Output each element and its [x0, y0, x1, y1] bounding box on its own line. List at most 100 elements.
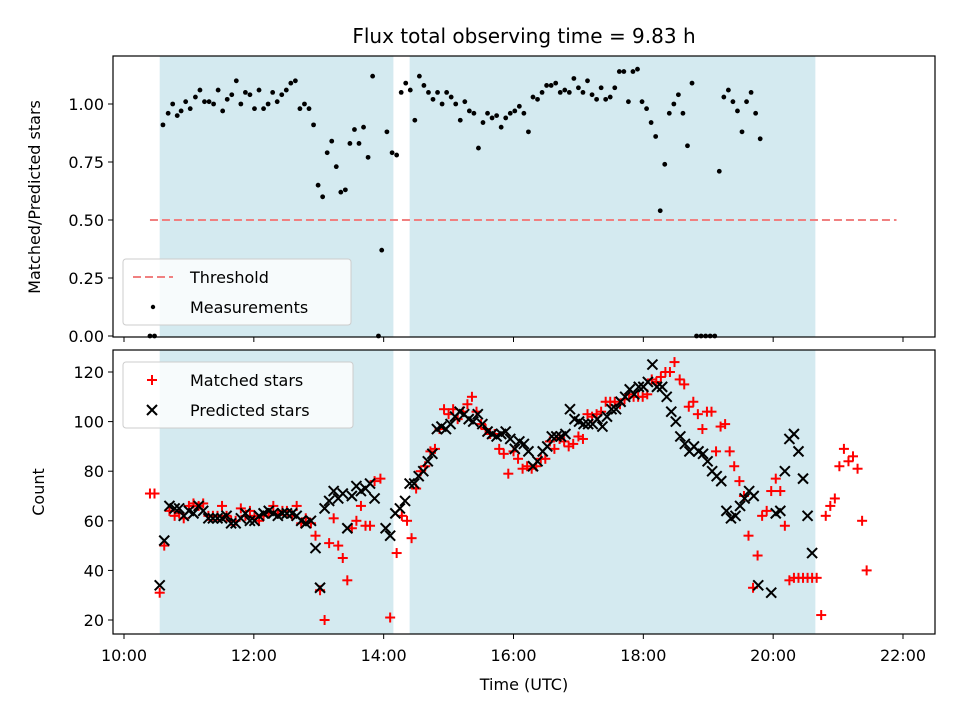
matched-point: [775, 486, 786, 497]
measurement-point: [256, 87, 262, 93]
x-tick-label: 16:00: [490, 646, 536, 665]
measurement-point: [680, 110, 686, 116]
predicted-point: [541, 440, 553, 453]
matched-point: [439, 404, 450, 415]
predicted-point: [309, 542, 322, 554]
predicted-point: [276, 507, 289, 520]
measurement-point: [315, 182, 321, 188]
measurement-point: [183, 99, 189, 105]
predicted-point: [364, 477, 376, 490]
measurement-point: [689, 80, 695, 86]
measurement-point: [476, 145, 481, 151]
measurement-point: [187, 106, 193, 112]
matched-point: [825, 500, 836, 511]
predicted-point: [384, 529, 396, 542]
predicted-point: [546, 430, 558, 443]
matched-point: [861, 565, 872, 576]
top-legend-box: [122, 258, 352, 326]
matched-point: [697, 424, 708, 435]
measurement-point: [202, 99, 207, 105]
matched-point: [711, 446, 722, 457]
measurement-point: [220, 108, 226, 114]
measurement-point: [539, 90, 545, 95]
matched-point: [811, 572, 822, 583]
predicted-point: [734, 500, 746, 512]
predicted-point: [394, 502, 406, 515]
measurement-point: [671, 101, 677, 107]
x-tick-label: 20:00: [750, 646, 796, 665]
measurement-point: [503, 115, 509, 121]
measurement-point: [270, 90, 276, 95]
chart-title: Flux total observing time = 9.83 h: [352, 24, 695, 48]
measurement-point: [197, 87, 203, 93]
predicted-point: [408, 477, 420, 490]
bottom-axes-frame: [112, 349, 936, 635]
top-legend: Threshold Measurements: [122, 258, 352, 326]
matched-point: [498, 448, 509, 459]
predicted-point: [158, 534, 170, 547]
matched-point: [829, 493, 840, 504]
matched-point: [766, 486, 777, 497]
bottom-x-axis-label: Time (UTC): [479, 675, 568, 694]
predicted-point: [605, 403, 618, 415]
measurement-point: [498, 124, 504, 130]
measurement-point: [398, 90, 404, 95]
measurement-point: [730, 99, 736, 105]
measurement-point: [626, 99, 631, 105]
matched-point: [355, 500, 366, 511]
predicted-point: [323, 495, 335, 507]
predicted-point: [509, 443, 521, 455]
measurement-point: [735, 108, 740, 114]
measurement-point: [206, 99, 212, 105]
measurement-point: [288, 80, 294, 86]
measurements-legend-label: Measurements: [190, 298, 308, 317]
measurement-point: [666, 110, 672, 116]
measurement-point: [675, 92, 681, 98]
matched-point: [324, 538, 335, 549]
measurement-point: [444, 90, 450, 95]
matched-point: [577, 433, 588, 444]
measurement-point: [430, 96, 436, 102]
measurement-point: [466, 108, 472, 114]
measurement-point: [612, 85, 618, 91]
bottom-y-ticks: 20 40 60 80 100 120: [73, 363, 113, 630]
measurement-point: [530, 94, 536, 100]
predicted-point: [305, 515, 317, 527]
matched-point: [688, 396, 699, 407]
predicted-point: [779, 465, 791, 477]
predicted-point: [220, 510, 233, 522]
measurement-point: [283, 87, 289, 93]
measurement-point: [739, 129, 745, 135]
measurement-point: [594, 96, 599, 102]
measurement-point: [412, 117, 418, 123]
measurement-point: [644, 106, 649, 112]
matched-point: [494, 443, 505, 454]
predicted-point: [715, 475, 727, 487]
predicted-point: [337, 487, 349, 500]
measurement-point: [757, 136, 763, 142]
bottom-shaded-regions: [159, 350, 816, 634]
x-tick-label: 22:00: [880, 646, 926, 665]
measurement-point: [292, 78, 298, 84]
measurements-series: [147, 66, 763, 339]
measurement-point: [439, 101, 445, 107]
matched-point: [365, 520, 376, 531]
predicted-point: [327, 485, 340, 497]
measurement-point: [662, 161, 668, 167]
predicted-point: [422, 455, 434, 467]
measurement-point: [703, 333, 709, 339]
y-tick-label: 0.25: [68, 269, 104, 288]
measurement-point: [598, 85, 604, 91]
x-tick-label: 18:00: [620, 646, 666, 665]
matched-point: [337, 553, 348, 563]
matched-point: [391, 548, 402, 559]
measurement-point: [471, 110, 477, 116]
predicted-point: [531, 455, 544, 467]
predicted-point: [500, 425, 512, 438]
matched-point: [154, 587, 165, 598]
measurement-point: [507, 110, 513, 116]
measurement-point: [379, 247, 385, 253]
predicted-point: [577, 418, 590, 430]
measurement-point: [566, 90, 572, 95]
